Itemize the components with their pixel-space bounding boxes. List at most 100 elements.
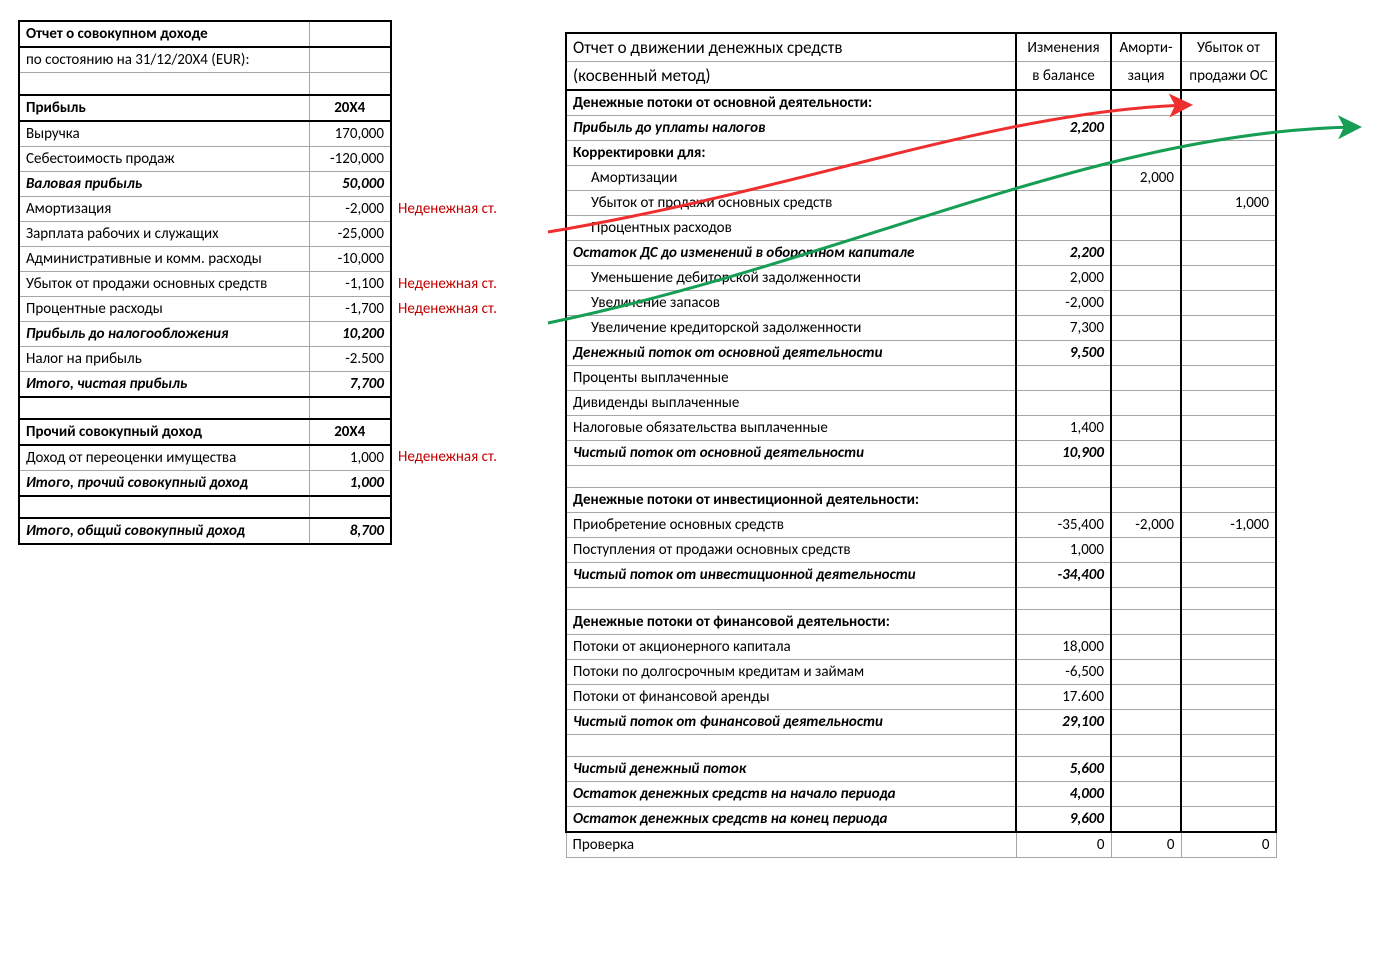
left-row-label: Итого, чистая прибыль [19,371,309,397]
right-row-v2: 2,000 [1016,266,1111,291]
right-row-v4 [1181,90,1276,116]
right-row-label: Денежные потоки от финансовой деятельнос… [566,610,1016,635]
left-row-label: Себестоимость продаж [19,146,309,171]
right-row-v3 [1111,710,1181,735]
right-row-v4 [1181,366,1276,391]
right-row-v3 [1111,191,1181,216]
right-row-label: Убыток от продажи основных средств [566,191,1016,216]
left-row-value: 10,200 [309,321,391,346]
right-row-v4 [1181,635,1276,660]
left-section2-label: Прочий совокупный доход [19,419,309,445]
left-row-label: Амортизация [19,196,309,221]
right-row-v2: 2,200 [1016,116,1111,141]
right-row-v4 [1181,416,1276,441]
right-row-label: Корректировки для: [566,141,1016,166]
left-row-annotation [391,221,524,246]
right-row-label: Денежный поток от основной деятельности [566,341,1016,366]
right-row-v4 [1181,538,1276,563]
right-row-v2: -34,400 [1016,563,1111,588]
left-row-value: -1,700 [309,296,391,321]
left-row-label: Процентные расходы [19,296,309,321]
left-total-label: Итого, общий совокупный доход [19,518,309,544]
right-row-v2: 29,100 [1016,710,1111,735]
right-row-v2: 9,600 [1016,807,1111,833]
right-row-v2: 5,600 [1016,757,1111,782]
right-row-v4 [1181,116,1276,141]
right-row-v4 [1181,291,1276,316]
right-row-v3 [1111,366,1181,391]
right-row-v4 [1181,166,1276,191]
left-section2-year: 20X4 [309,419,391,445]
left-row-label: Выручка [19,121,309,147]
cashflow-table: Отчет о движении денежных средств Измене… [565,32,1277,858]
right-row-v2: 4,000 [1016,782,1111,807]
left-row-label: Валовая прибыль [19,171,309,196]
right-row-v4 [1181,488,1276,513]
right-row-v2 [1016,166,1111,191]
left-row-annotation [391,470,524,496]
right-row-label: Проценты выплаченные [566,366,1016,391]
right-row-v4 [1181,660,1276,685]
right-row-label: Денежные потоки от основной деятельности… [566,90,1016,116]
right-row-v4 [1181,241,1276,266]
right-row-label: Чистый денежный поток [566,757,1016,782]
left-row-label: Административные и комм. расходы [19,246,309,271]
right-row-v3 [1111,782,1181,807]
right-row-label: Поступления от продажи основных средств [566,538,1016,563]
right-row-v4 [1181,216,1276,241]
left-row-annotation: Неденежная ст. [391,445,524,471]
right-row-label: Проверка [566,832,1016,858]
right-row-v2 [1016,366,1111,391]
right-hdr-c3a: Аморти- [1111,33,1181,62]
right-row-v2 [1016,588,1111,610]
left-row-label: Убыток от продажи основных средств [19,271,309,296]
right-row-v2: 17.600 [1016,685,1111,710]
right-row-label: Потоки от акционерного капитала [566,635,1016,660]
left-row-annotation [391,146,524,171]
right-row-v2 [1016,191,1111,216]
right-row-v4 [1181,588,1276,610]
right-row-v3 [1111,466,1181,488]
right-row-v4 [1181,757,1276,782]
right-row-v3 [1111,588,1181,610]
left-section1-label: Прибыль [19,95,309,121]
left-row-annotation [391,321,524,346]
right-row-v3 [1111,266,1181,291]
right-row-v2: 1,400 [1016,416,1111,441]
right-row-v2 [1016,216,1111,241]
right-row-label: Увеличение запасов [566,291,1016,316]
right-hdr-c3b: зация [1111,62,1181,91]
right-row-label: Остаток денежных средств на начало перио… [566,782,1016,807]
right-row-v4 [1181,266,1276,291]
right-row-v4 [1181,610,1276,635]
left-row-annotation: Неденежная ст. [391,296,524,321]
right-row-v2: -2,000 [1016,291,1111,316]
left-row-value: -1,100 [309,271,391,296]
right-row-v3 [1111,441,1181,466]
left-total-value: 8,700 [309,518,391,544]
right-row-label: Амортизации [566,166,1016,191]
income-statement-table: Отчет о совокупном доходе по состоянию н… [18,20,525,545]
right-row-v3 [1111,216,1181,241]
right-row-v3 [1111,610,1181,635]
right-row-v3 [1111,735,1181,757]
right-row-v4 [1181,341,1276,366]
right-row-v4 [1181,441,1276,466]
right-title-2: (косвенный метод) [566,62,1016,91]
right-row-v3 [1111,757,1181,782]
right-row-v2 [1016,391,1111,416]
right-row-v4 [1181,563,1276,588]
right-row-v2 [1016,141,1111,166]
right-row-v2: -35,400 [1016,513,1111,538]
left-row-value: -25,000 [309,221,391,246]
left-subtitle: по состоянию на 31/12/20X4 (EUR): [19,47,309,73]
left-row-annotation [391,171,524,196]
right-row-v3 [1111,538,1181,563]
right-title-1: Отчет о движении денежных средств [566,33,1016,62]
right-row-v2 [1016,466,1111,488]
right-row-v2: 9,500 [1016,341,1111,366]
left-row-annotation: Неденежная ст. [391,271,524,296]
right-row-label: Налоговые обязательства выплаченные [566,416,1016,441]
left-row-value: 7,700 [309,371,391,397]
right-row-label [566,588,1016,610]
